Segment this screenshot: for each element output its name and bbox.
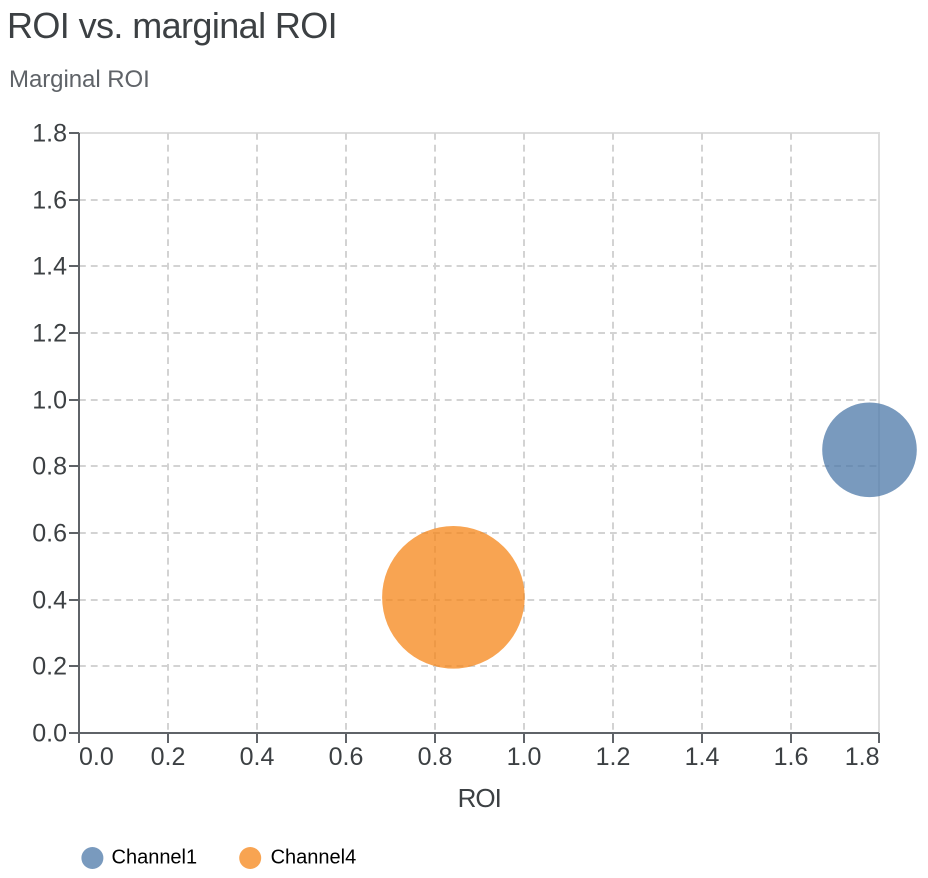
svg-text:1.2: 1.2	[596, 743, 631, 771]
svg-text:1.0: 1.0	[507, 743, 542, 771]
svg-text:0.2: 0.2	[151, 743, 186, 771]
svg-text:Channel1: Channel1	[112, 847, 198, 869]
svg-text:0.0: 0.0	[79, 743, 114, 771]
svg-text:0.8: 0.8	[418, 743, 453, 771]
svg-text:0.2: 0.2	[32, 653, 67, 681]
svg-text:1.0: 1.0	[32, 387, 67, 415]
svg-text:ROI: ROI	[458, 783, 501, 813]
svg-text:0.8: 0.8	[32, 453, 67, 481]
svg-text:ROI vs. marginal ROI: ROI vs. marginal ROI	[7, 5, 337, 46]
svg-text:0.6: 0.6	[32, 520, 67, 548]
svg-text:0.0: 0.0	[32, 720, 67, 748]
svg-text:0.4: 0.4	[32, 587, 67, 615]
svg-text:1.4: 1.4	[685, 743, 720, 771]
svg-text:0.6: 0.6	[329, 743, 364, 771]
svg-text:1.2: 1.2	[32, 320, 67, 348]
svg-text:1.6: 1.6	[774, 743, 809, 771]
svg-text:1.8: 1.8	[845, 743, 880, 771]
svg-text:1.4: 1.4	[32, 253, 67, 281]
svg-text:0.4: 0.4	[240, 743, 275, 771]
svg-text:Channel4: Channel4	[271, 847, 357, 869]
svg-text:1.8: 1.8	[32, 120, 67, 148]
svg-text:1.6: 1.6	[32, 187, 67, 215]
svg-text:Marginal ROI: Marginal ROI	[9, 66, 150, 93]
